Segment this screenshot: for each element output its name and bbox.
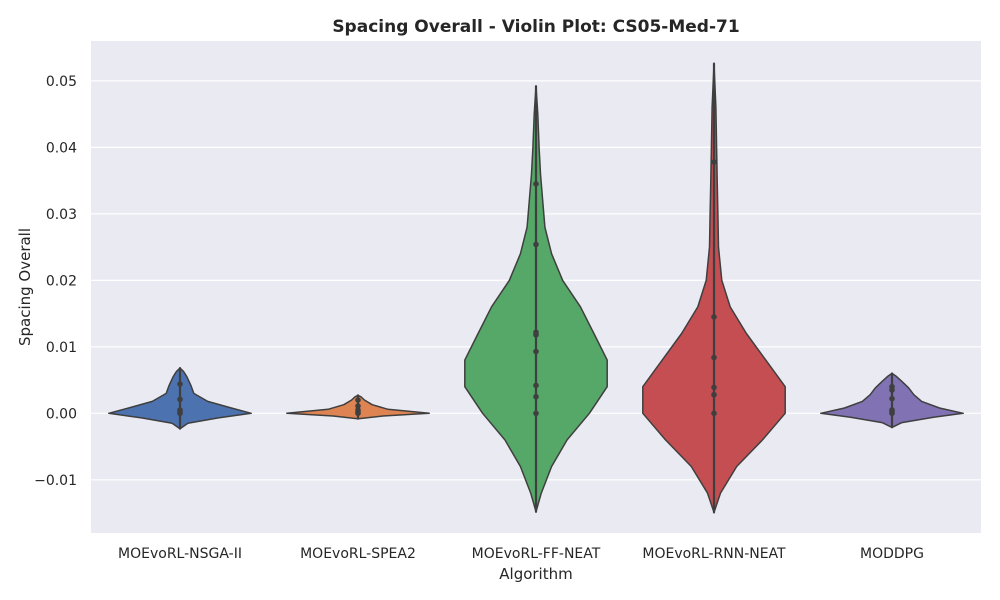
x-axis-label: Algorithm	[499, 565, 572, 583]
data-point	[355, 407, 361, 413]
y-tick-label: 0.02	[46, 273, 77, 289]
data-point	[533, 382, 539, 389]
violin-moevorl-ff-neat	[464, 85, 608, 513]
chart-title: Spacing Overall - Violin Plot: CS05-Med-…	[332, 17, 739, 37]
data-point	[177, 396, 183, 403]
data-point	[533, 410, 539, 417]
data-point	[355, 397, 361, 403]
data-point	[711, 159, 717, 165]
violins	[108, 62, 964, 514]
violin-moevorl-rnn-neat	[642, 62, 786, 514]
data-point	[711, 410, 717, 417]
violin-moevorl-spea2	[286, 394, 430, 420]
y-tick-label: 0.03	[46, 207, 77, 223]
data-point	[711, 314, 717, 320]
data-point	[533, 348, 539, 355]
y-tick-label: 0.05	[46, 74, 77, 90]
x-tick-labels: MOEvoRL-NSGA-II MOEvoRL-SPEA2 MOEvoRL-FF-N…	[118, 546, 924, 562]
data-point	[177, 381, 183, 387]
violin-moevorl-nsga-ii	[108, 367, 252, 430]
y-tick-label: 0.01	[46, 340, 77, 356]
data-point	[889, 407, 895, 413]
data-point	[711, 391, 717, 398]
x-tick-label: MOEvoRL-RNN-NEAT	[642, 546, 786, 562]
violin-moddpg	[820, 372, 964, 429]
data-point	[889, 395, 895, 402]
data-point	[711, 384, 717, 391]
x-tick-label: MOEvoRL-FF-NEAT	[472, 546, 601, 562]
data-point	[533, 393, 539, 400]
data-point	[889, 383, 895, 390]
x-tick-label: MOEvoRL-SPEA2	[300, 546, 416, 562]
y-tick-label: −0.01	[34, 473, 77, 489]
y-tick-labels: −0.01 0.00 0.01 0.02 0.03 0.04 0.05	[34, 74, 77, 489]
data-point	[355, 403, 361, 409]
y-tick-label: 0.00	[46, 406, 77, 422]
data-point	[533, 181, 539, 187]
x-tick-label: MOEvoRL-NSGA-II	[118, 546, 242, 562]
data-point	[533, 329, 539, 336]
data-point	[177, 407, 183, 413]
y-axis-label: Spacing Overall	[16, 228, 34, 346]
data-point	[533, 241, 539, 248]
x-tick-label: MODDPG	[860, 546, 924, 562]
data-point	[711, 354, 717, 361]
y-tick-label: 0.04	[46, 140, 77, 156]
